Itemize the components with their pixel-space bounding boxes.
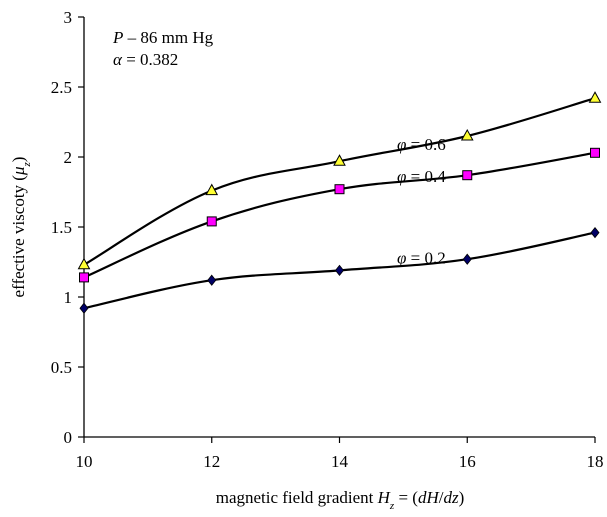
data-point	[205, 183, 219, 196]
data-point	[79, 272, 89, 283]
x-tick-label: 14	[331, 452, 349, 471]
y-tick-label: 2	[64, 148, 73, 167]
series-line	[83, 151, 596, 279]
y-tick-label: 1	[64, 288, 73, 307]
data-point	[333, 154, 346, 166]
series-labels: φ = 0.6 φ = 0.4 φ = 0.2	[397, 135, 446, 267]
axes	[83, 17, 595, 438]
data-point	[334, 184, 345, 195]
x-ticks: 10 12 14 16 18	[76, 437, 604, 471]
data-point	[77, 257, 91, 270]
data-point	[460, 128, 474, 141]
series-label: φ = 0.4	[397, 167, 446, 186]
series-markers	[77, 91, 602, 314]
y-tick-label: 1.5	[51, 218, 72, 237]
data-point	[462, 253, 472, 265]
data-point	[588, 91, 602, 103]
data-point	[207, 274, 217, 286]
y-tick-label: 0	[64, 428, 73, 447]
y-tick-label: 3	[64, 8, 73, 27]
y-tick-label: 2.5	[51, 78, 72, 97]
y-tick-label: 0.5	[51, 358, 72, 377]
x-tick-label: 10	[76, 452, 93, 471]
series-lines	[83, 97, 596, 310]
data-point	[590, 226, 600, 239]
annotation-alpha: α = 0.382	[113, 50, 178, 69]
x-axis-title: magnetic field gradient Hz = (dH/dz)	[216, 488, 465, 512]
data-point	[206, 216, 217, 227]
data-point	[334, 264, 345, 277]
series-label: φ = 0.6	[397, 135, 446, 154]
x-tick-label: 18	[587, 452, 604, 471]
series-label: φ = 0.2	[397, 248, 446, 267]
annotation-pressure: P – 86 mm Hg	[112, 28, 214, 47]
x-tick-label: 16	[459, 452, 476, 471]
series-line	[83, 97, 596, 266]
data-point	[462, 170, 473, 181]
data-point	[79, 302, 89, 314]
y-axis-title: effective viscoty (μz)	[9, 157, 33, 298]
x-tick-label: 12	[203, 452, 220, 471]
y-ticks: 0 0.5 1 1.5 2 2.5 3	[51, 8, 84, 447]
data-point	[590, 147, 600, 158]
